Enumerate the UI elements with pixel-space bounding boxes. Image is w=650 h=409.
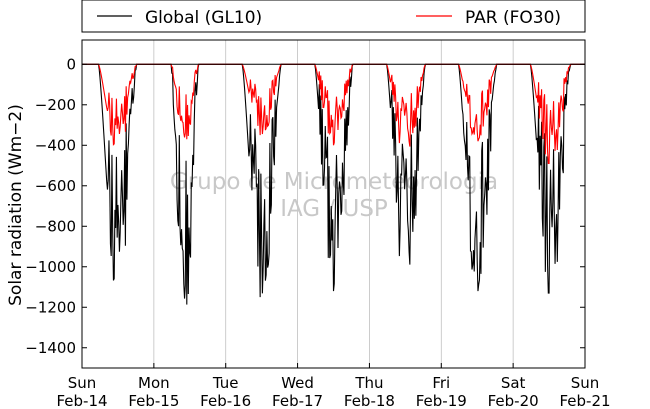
x-tick-label-date: Feb-19	[416, 392, 467, 409]
y-tick-label: 0	[66, 55, 76, 73]
legend-label-par: PAR (FO30)	[465, 8, 561, 28]
x-tick-label-date: Feb-15	[128, 392, 179, 409]
axes: 0−200−400−600−800−1000−1200−1400SunFeb-1…	[25, 39, 611, 409]
watermark-line-1: Grupo de Micrometeorologia	[170, 169, 498, 195]
x-tick-label-date: Feb-16	[200, 392, 251, 409]
x-tick-label-day: Sat	[501, 374, 526, 392]
y-tick-label: −800	[35, 217, 76, 235]
x-tick-label-day: Mon	[138, 374, 170, 392]
x-tick-label-day: Fri	[432, 374, 450, 392]
y-axis-label: Solar radiation (Wm−2)	[6, 104, 26, 306]
x-tick-label-date: Feb-17	[272, 392, 323, 409]
y-tick-label: −1400	[25, 339, 76, 357]
x-tick-label-day: Thu	[354, 374, 383, 392]
x-tick-label-day: Sun	[571, 374, 600, 392]
watermark-line-2: IAG / USP	[280, 196, 388, 222]
grid	[153, 40, 514, 368]
watermark: Grupo de Micrometeorologia IAG / USP	[170, 169, 498, 222]
x-tick-label-date: Feb-21	[559, 392, 610, 409]
x-tick-label-date: Feb-14	[56, 392, 107, 409]
y-tick-label: −400	[35, 136, 76, 154]
y-tick-label: −600	[35, 177, 76, 195]
legend-label-global: Global (GL10)	[145, 8, 262, 28]
x-tick-label-date: Feb-18	[344, 392, 395, 409]
y-tick-label: −1200	[25, 298, 76, 316]
plot-frame	[81, 39, 586, 369]
x-tick-label-day: Wed	[281, 374, 314, 392]
x-tick-label-date: Feb-20	[488, 392, 539, 409]
y-tick-label: −200	[35, 96, 76, 114]
x-tick-label-day: Tue	[212, 374, 239, 392]
y-tick-label: −1000	[25, 258, 76, 276]
series-line-par	[82, 63, 585, 165]
legend: Global (GL10) PAR (FO30)	[81, 0, 586, 33]
x-tick-label-day: Sun	[68, 374, 97, 392]
